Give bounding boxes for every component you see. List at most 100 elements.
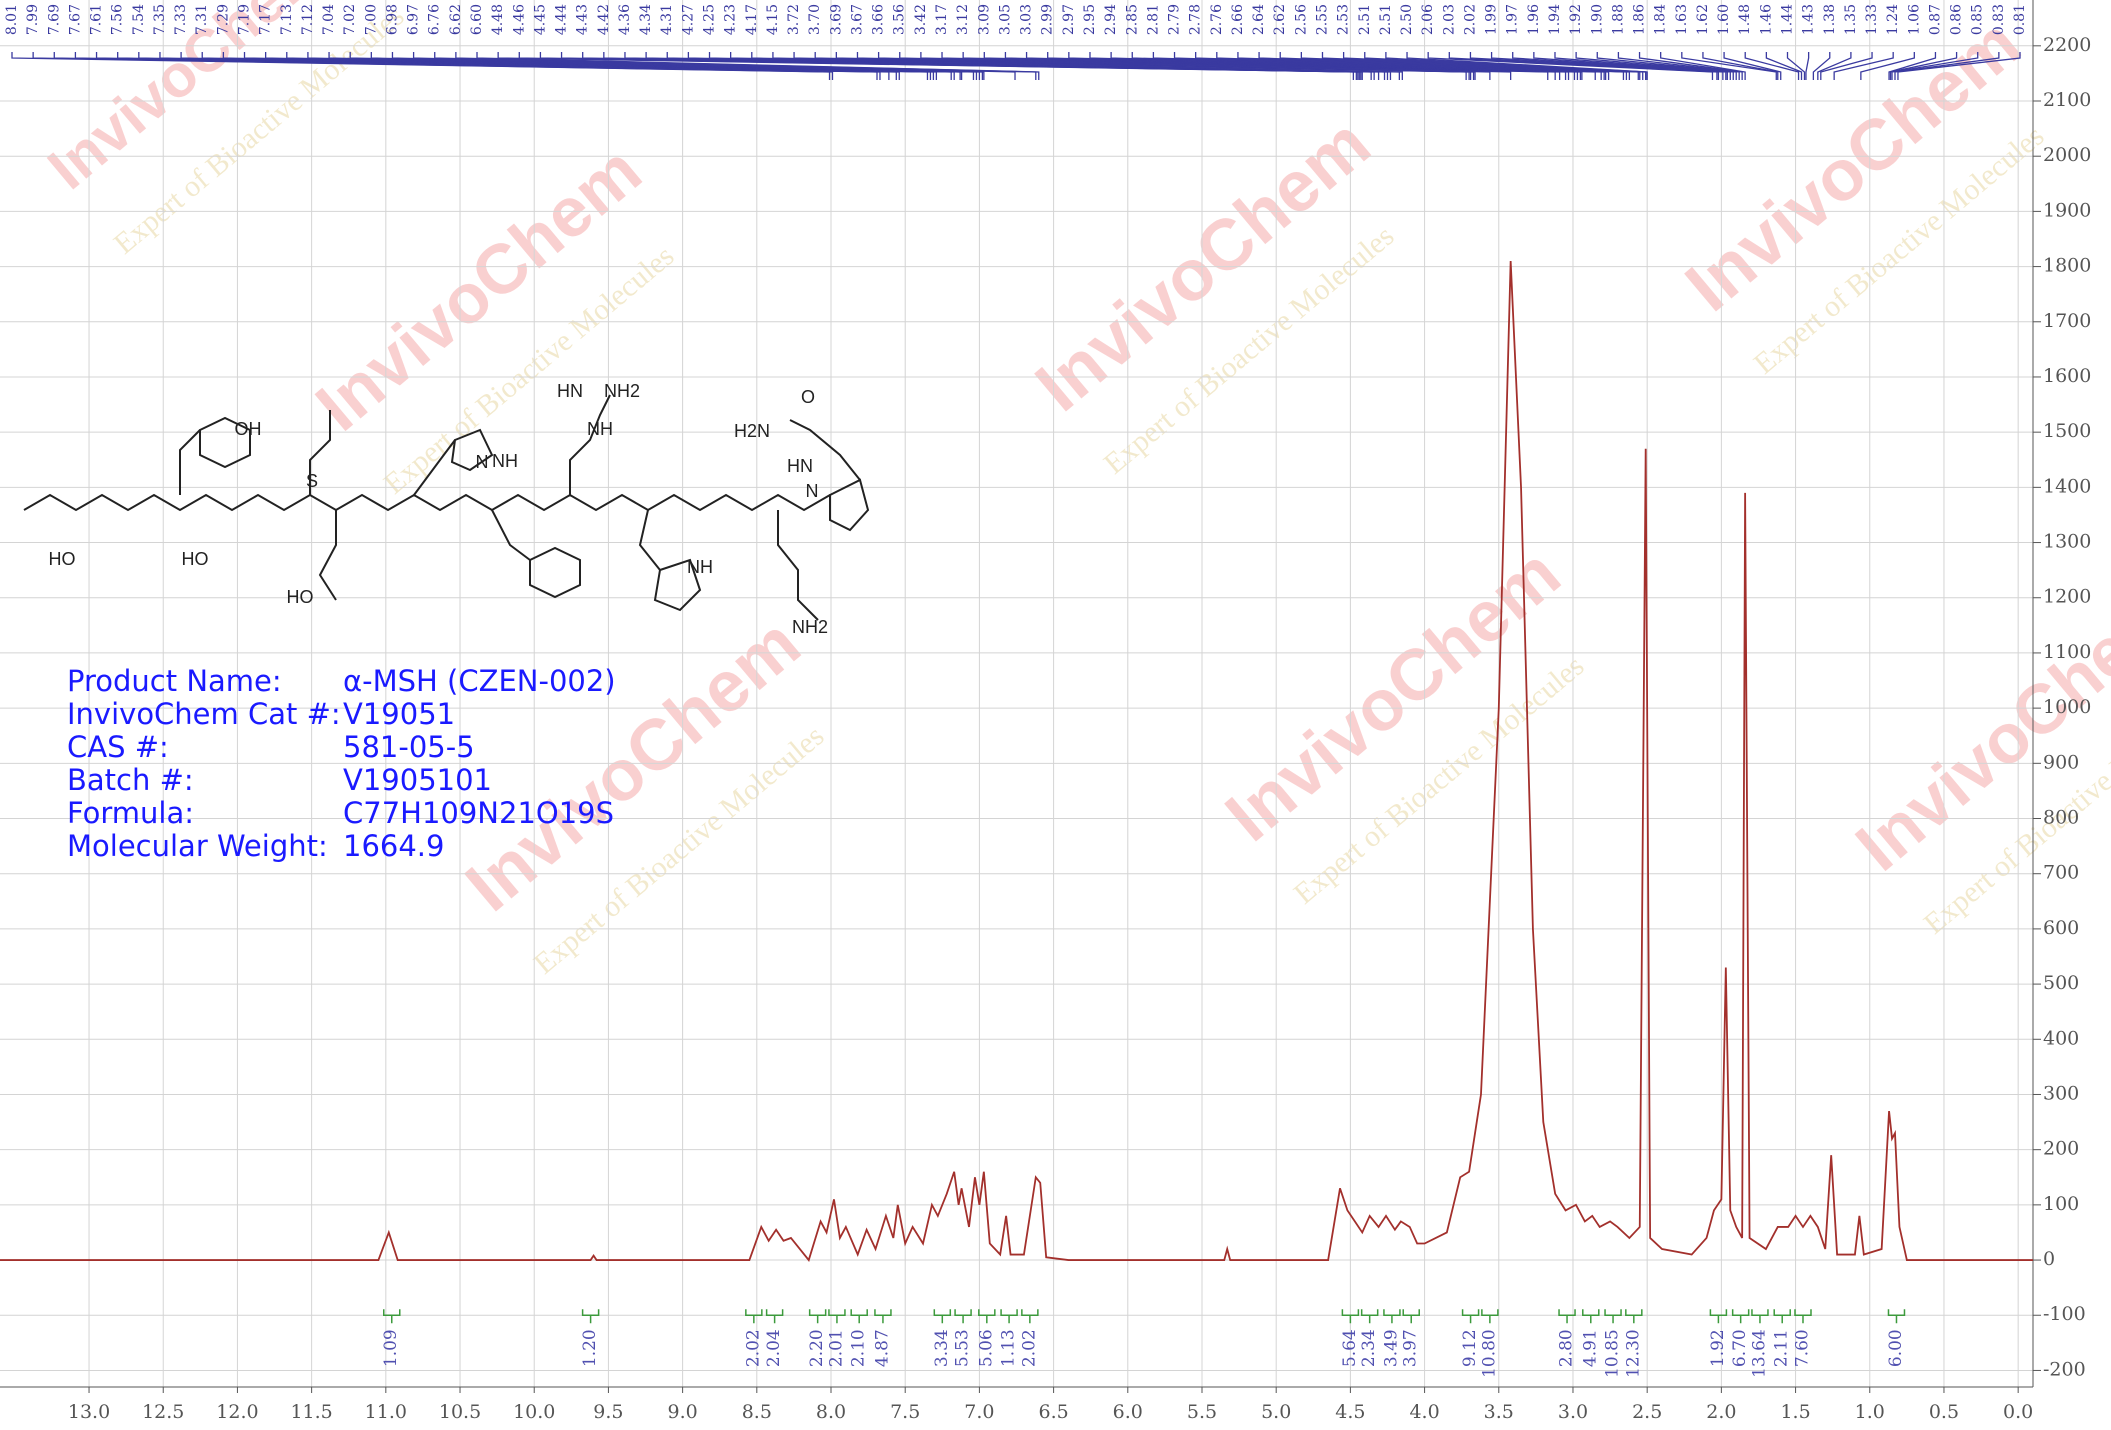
integral-bracket (1461, 1309, 1480, 1324)
peak-label: 0.87 (1927, 4, 1943, 35)
info-label: CAS #: (67, 730, 169, 764)
peak-marker (1888, 52, 1937, 80)
peak-marker (1427, 52, 1714, 80)
side-chain (309, 410, 331, 495)
y-tick-label: 500 (2043, 972, 2079, 994)
integral-bracket (1604, 1309, 1622, 1324)
peak-label: 1.33 (1864, 4, 1880, 35)
integral-bracket (933, 1309, 952, 1324)
x-tick-label: 7.0 (964, 1401, 994, 1423)
peak-label: 7.54 (131, 4, 147, 35)
peak-label: 7.29 (215, 4, 231, 35)
x-tick-label: 11.5 (290, 1401, 332, 1423)
peak-marker (1512, 52, 1727, 80)
peak-label: 7.35 (152, 4, 168, 35)
peak-label: 2.66 (1230, 4, 1246, 35)
peak-label: 0.85 (1970, 4, 1986, 35)
peak-marker (1554, 52, 1731, 80)
peak-label: 1.06 (1906, 4, 1922, 35)
y-tick-label: 1000 (2043, 696, 2091, 718)
side-chain (638, 509, 661, 571)
integral-label: 12.30 (1623, 1329, 1643, 1378)
side-chain (179, 429, 201, 495)
atom-label: OH (235, 419, 262, 439)
peak-label: 2.97 (1061, 4, 1077, 35)
peak-label: 4.17 (744, 4, 760, 35)
integral-bracket (808, 1309, 827, 1324)
integral-label: 4.87 (872, 1329, 892, 1367)
peak-label: 7.12 (300, 4, 316, 35)
x-tick-label: 2.5 (1632, 1401, 1662, 1423)
peak-label: 1.38 (1822, 4, 1838, 35)
integral-bracket (1341, 1309, 1360, 1324)
x-tick-label: 12.5 (142, 1401, 184, 1423)
x-tick-label: 3.0 (1558, 1401, 1588, 1423)
integral-label: 3.34 (932, 1329, 952, 1367)
integral-bracket (1000, 1309, 1018, 1324)
peak-label: 4.46 (511, 4, 527, 35)
peak-marker (1660, 52, 1746, 80)
integral-label: 1.09 (381, 1329, 401, 1367)
integral-label: 5.06 (976, 1329, 996, 1367)
y-tick-label: 1100 (2043, 641, 2091, 663)
atom-label: NH (687, 557, 713, 577)
peak-marker (1897, 52, 2021, 80)
peak-label: 1.63 (1674, 4, 1690, 35)
integral-label: 7.60 (1792, 1329, 1812, 1367)
side-chain (777, 510, 819, 621)
integral-bracket (383, 1309, 401, 1324)
peak-label: 7.61 (89, 4, 105, 35)
x-tick-label: 5.5 (1187, 1401, 1217, 1423)
peak-label: 1.92 (1568, 4, 1584, 35)
peak-marker (1617, 52, 1740, 80)
peak-label: 7.69 (46, 4, 62, 35)
peak-label: 2.99 (1040, 4, 1056, 35)
atom-label: HO (287, 587, 314, 607)
peak-marker (1805, 52, 1810, 80)
peak-label: 3.67 (849, 4, 865, 35)
integral-bracket (765, 1309, 784, 1324)
integral-label: 2.04 (764, 1329, 784, 1367)
y-tick-label: 2200 (2043, 34, 2091, 56)
peak-label: 1.46 (1758, 4, 1774, 35)
x-tick-label: 2.0 (1706, 1401, 1736, 1423)
peak-label: 7.31 (194, 4, 210, 35)
peak-marker (1638, 52, 1743, 80)
y-tick-label: 1400 (2043, 475, 2091, 497)
x-tick-label: 6.5 (1038, 1401, 1068, 1423)
integral-label: 6.00 (1886, 1329, 1906, 1367)
peak-marker (1889, 52, 1958, 80)
peak-marker (1833, 52, 1894, 80)
peak-label: 4.27 (680, 4, 696, 35)
integral-label: 4.91 (1580, 1329, 1600, 1367)
x-tick-label: 13.0 (68, 1401, 110, 1423)
peak-marker (1533, 52, 1728, 80)
y-tick-label: 1200 (2043, 586, 2091, 608)
peak-marker (1744, 52, 1800, 80)
peak-label: 6.76 (427, 4, 443, 35)
info-label: Product Name: (67, 664, 282, 698)
integral-bracket (1402, 1309, 1420, 1324)
peak-marker (1490, 52, 1724, 80)
peak-label: 2.85 (1124, 4, 1140, 35)
integral-bracket (1582, 1309, 1600, 1324)
peak-label: 7.17 (258, 4, 274, 35)
integral-label: 3.49 (1381, 1329, 1401, 1367)
integral-label: 2.80 (1557, 1329, 1577, 1367)
peak-label: 4.23 (723, 4, 739, 35)
peak-label: 2.95 (1082, 4, 1098, 35)
peak-label: 2.81 (1145, 4, 1161, 35)
peak-label: 3.42 (913, 4, 929, 35)
atom-label: O (801, 387, 815, 407)
imidazole-ring (450, 428, 494, 472)
peak-label: 1.88 (1610, 4, 1626, 35)
peak-label: 1.99 (1484, 4, 1500, 35)
peak-label: 4.42 (596, 4, 612, 35)
peak-label: 3.09 (976, 4, 992, 35)
peak-label: 4.48 (490, 4, 506, 35)
integral-label: 2.20 (807, 1329, 827, 1367)
info-value: 581-05-5 (343, 730, 475, 764)
peak-label: 3.66 (871, 4, 887, 35)
